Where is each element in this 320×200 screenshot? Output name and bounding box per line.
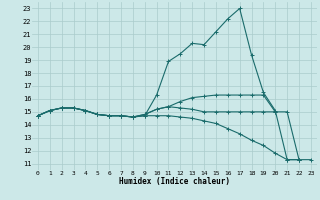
- X-axis label: Humidex (Indice chaleur): Humidex (Indice chaleur): [119, 177, 230, 186]
